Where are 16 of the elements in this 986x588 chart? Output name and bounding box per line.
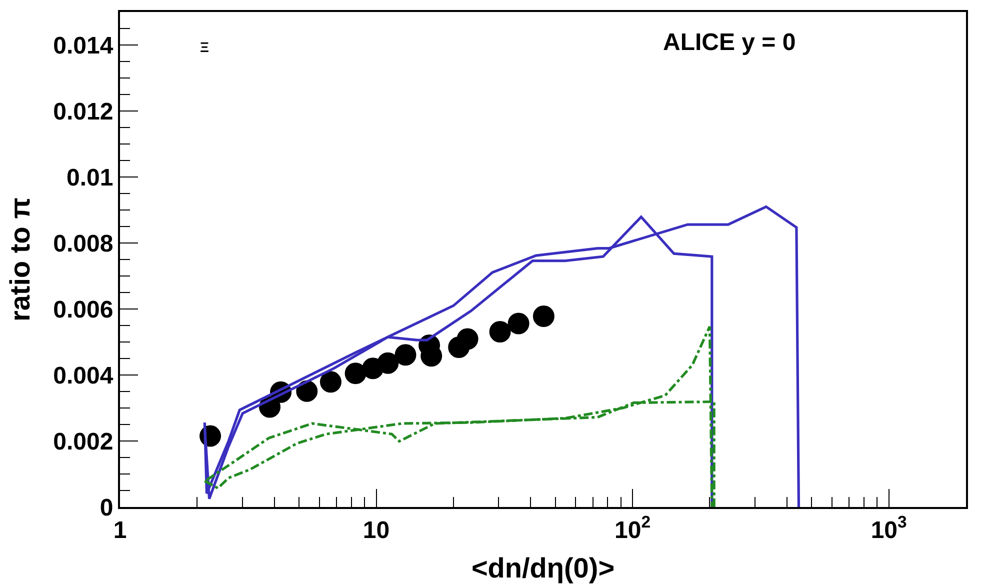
annotation: ALICE y = 0 bbox=[663, 29, 796, 56]
x-axis-title: <dn/dη(0)> bbox=[471, 552, 615, 584]
y-tick-label: 0.004 bbox=[53, 362, 114, 390]
y-tick-label: 0.002 bbox=[53, 428, 114, 456]
y-tick-label: 0.01 bbox=[66, 164, 114, 192]
x-tick-label: 10 bbox=[362, 516, 390, 544]
y-tick-label: 0.014 bbox=[53, 32, 114, 60]
y-tick-label: 0 bbox=[100, 494, 114, 522]
x-tick-label: 10$^{2}$ bbox=[614, 512, 651, 544]
y-axis-title: ratio to π bbox=[4, 197, 36, 322]
x-tick-label: 1 bbox=[113, 516, 127, 544]
y-tick-label: 0.012 bbox=[53, 98, 114, 126]
y-tick-label: 0.008 bbox=[53, 230, 114, 258]
annotation: Ξ bbox=[200, 39, 210, 55]
x-tick-label: 10$^{3}$ bbox=[870, 512, 907, 544]
y-tick-label: 0.006 bbox=[53, 296, 114, 324]
